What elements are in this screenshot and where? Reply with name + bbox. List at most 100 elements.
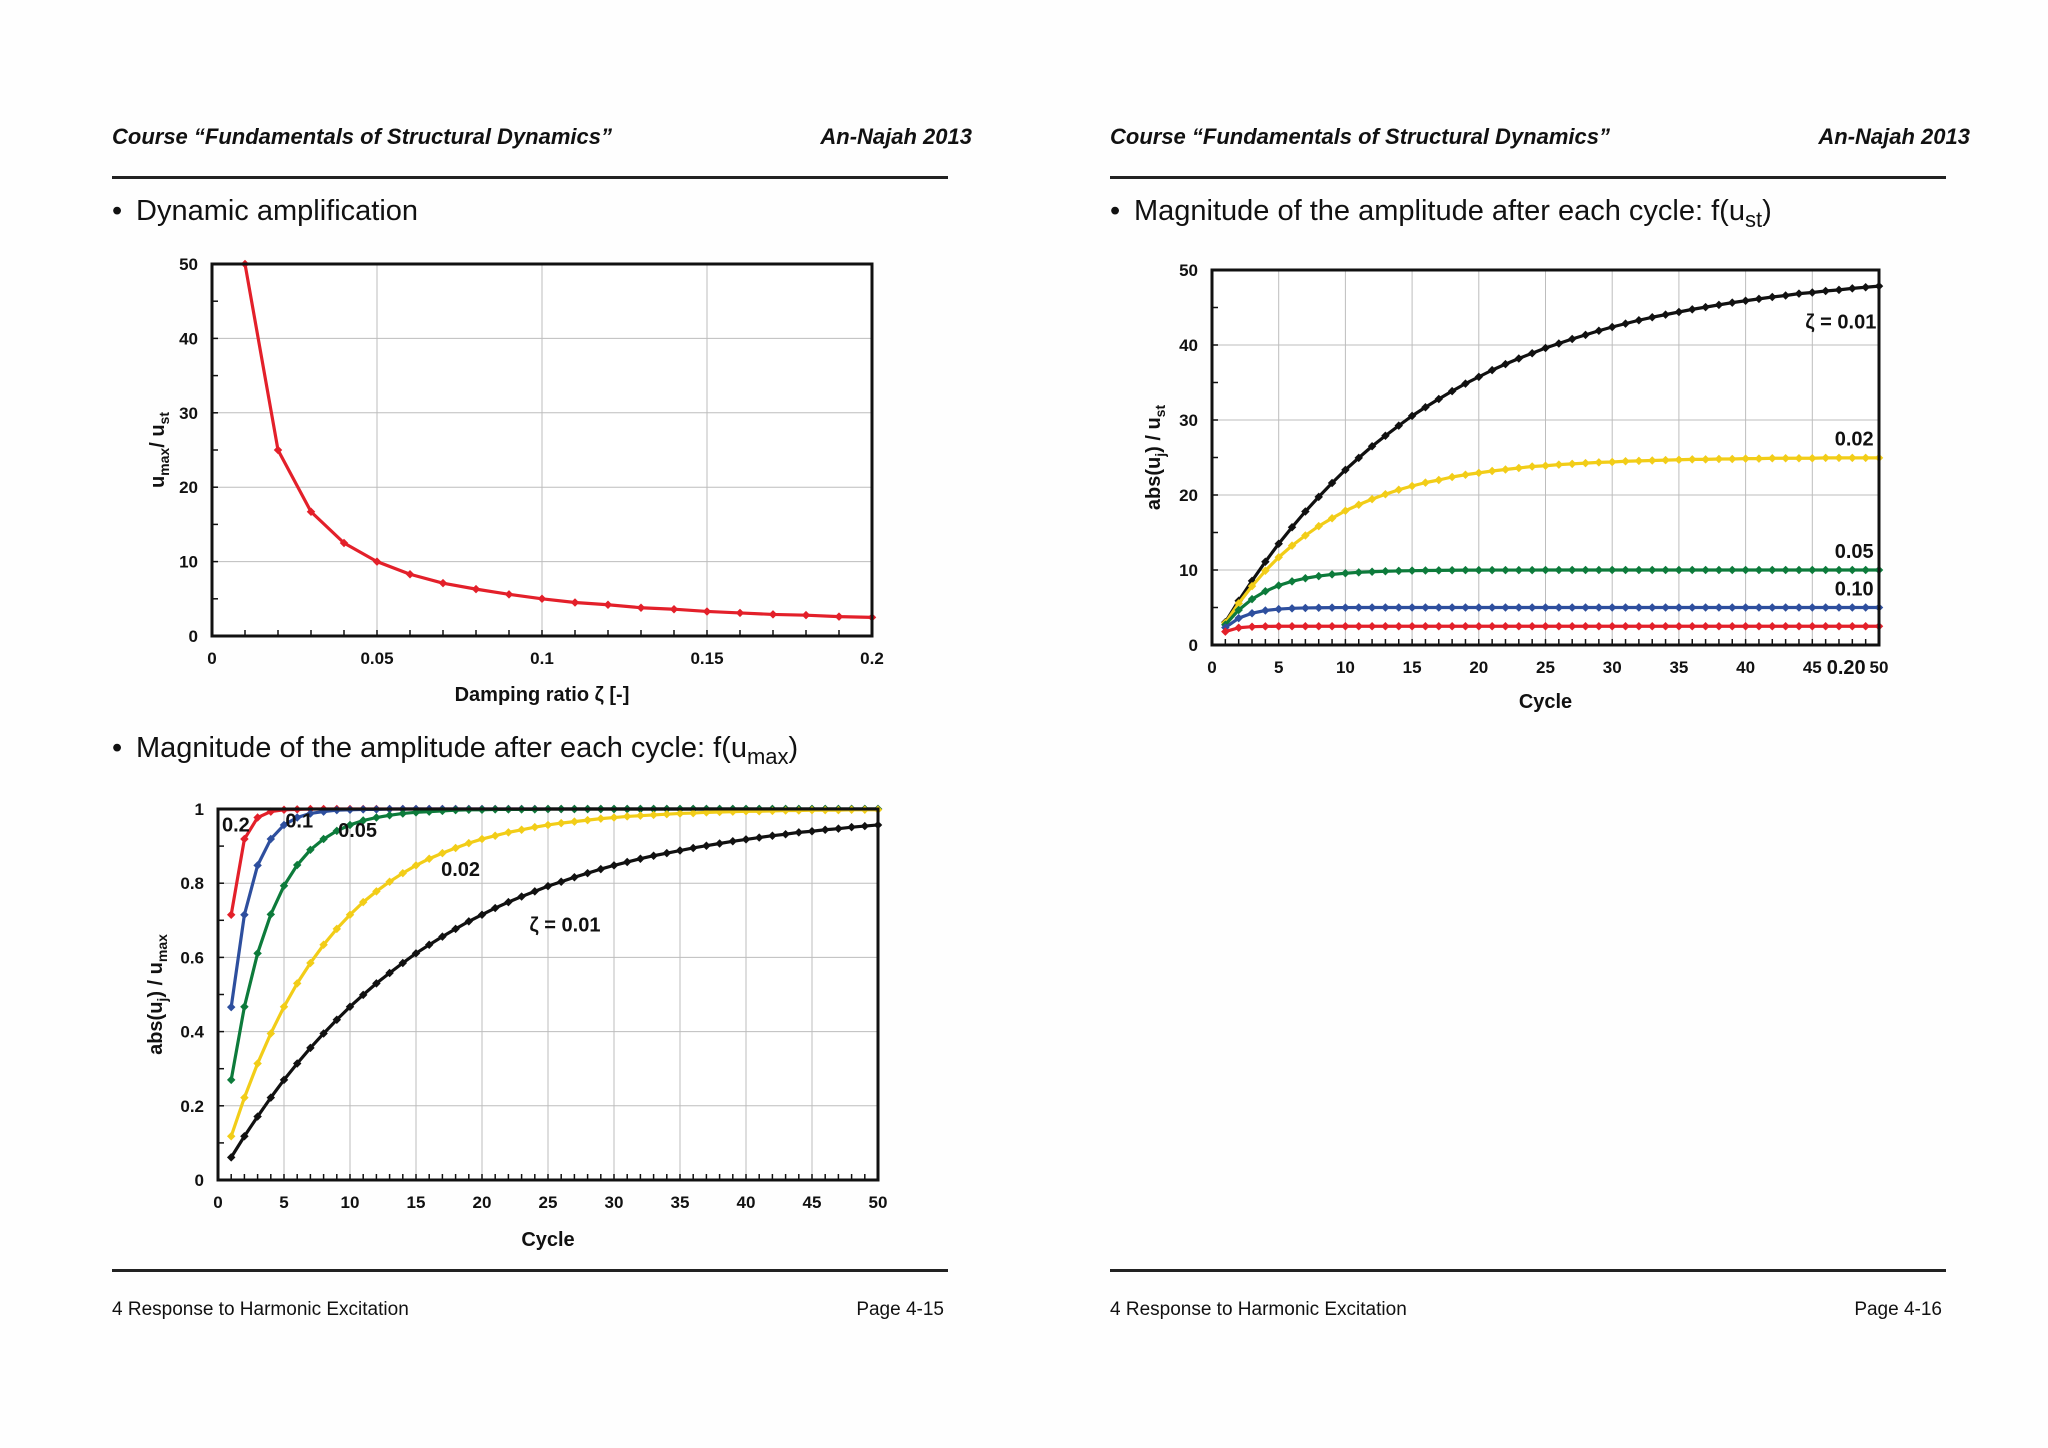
page-header: Course “Fundamentals of Structural Dynam…: [1110, 124, 1970, 150]
x-tick-label: 45: [1803, 658, 1822, 677]
data-point: [1274, 622, 1283, 631]
data-point: [411, 949, 421, 958]
data-point: [583, 868, 592, 878]
data-point: [398, 868, 408, 878]
y-tick-label: 20: [179, 478, 198, 497]
data-point: [1621, 603, 1630, 612]
data-point: [1808, 288, 1817, 297]
data-point: [1794, 603, 1804, 612]
data-point: [1447, 386, 1457, 396]
data-point: [1567, 622, 1577, 631]
bullet-suffix: ): [788, 732, 799, 764]
data-point: [398, 809, 408, 818]
data-point: [1861, 565, 1870, 575]
x-tick-label: 30: [1603, 658, 1622, 677]
page-right: Course “Fundamentals of Structural Dynam…: [1110, 0, 1970, 1448]
data-point: [1701, 622, 1710, 631]
data-point: [306, 958, 315, 968]
data-point: [1661, 565, 1670, 575]
header-rule: [112, 176, 948, 179]
page-left: Course “Fundamentals of Structural Dynam…: [112, 0, 972, 1448]
series-0-02: [1221, 453, 1884, 628]
series-label-0-05: 0.05: [1835, 541, 1874, 563]
data-point: [464, 917, 474, 926]
data-point: [1621, 319, 1630, 328]
data-point: [226, 910, 236, 919]
x-tick-label: 0: [207, 649, 216, 668]
y-tick-label: 10: [1179, 561, 1198, 580]
data-point: [1714, 300, 1724, 310]
data-point: [1661, 622, 1670, 631]
data-point: [1634, 456, 1644, 466]
x-tick-label: 25: [1536, 658, 1555, 677]
data-point: [1848, 622, 1857, 631]
data-point: [240, 834, 249, 844]
plot-frame: [1210, 268, 1881, 647]
data-point: [1661, 603, 1670, 612]
data-point: [279, 1002, 289, 1011]
bullet-text: Magnitude of the amplitude after each cy…: [136, 732, 747, 764]
data-point: [226, 1002, 236, 1012]
data-point: [1728, 454, 1737, 464]
header-institution: An-Najah 2013: [1818, 124, 1970, 149]
data-point: [1714, 603, 1724, 612]
y-tick-label: 40: [179, 329, 198, 348]
data-point: [464, 838, 474, 848]
x-tick-label: 50: [869, 1193, 888, 1212]
data-point: [1808, 454, 1817, 463]
series-label-zeta-0-01: ζ = 0.01: [1805, 312, 1876, 334]
data-point: [1514, 463, 1524, 473]
footer-chapter: 4 Response to Harmonic Excitation: [1110, 1299, 1407, 1320]
data-point: [636, 603, 646, 612]
data-point: [332, 1015, 342, 1024]
x-tick-label: 10: [1336, 658, 1355, 677]
y-axis-label: abs(uj) / ust: [1143, 405, 1168, 511]
x-tick-label: 10: [341, 1193, 360, 1212]
data-point: [1514, 603, 1524, 612]
y-tick-label: 1: [195, 800, 204, 819]
data-point: [1567, 459, 1577, 469]
data-point: [609, 861, 619, 870]
data-point: [1474, 622, 1484, 631]
data-point: [543, 881, 553, 891]
data-point: [319, 834, 328, 844]
data-point: [1567, 603, 1577, 612]
y-tick-label: 0.8: [180, 874, 204, 893]
data-point: [649, 851, 658, 860]
series-label-0-2: 0.2: [222, 814, 250, 836]
bullet-amplitude-ust: • Magnitude of the amplitude after each c…: [1110, 195, 1772, 233]
data-point: [1861, 622, 1870, 631]
data-point: [570, 598, 580, 607]
x-tick-label: 20: [473, 1193, 492, 1212]
y-tick-label: 30: [179, 404, 198, 423]
data-point: [1287, 622, 1297, 631]
axis-label-subscript: j: [154, 998, 170, 1003]
axis-label-part: abs(u: [1143, 457, 1165, 510]
data-point: [570, 873, 579, 882]
x-tick-label: 40: [737, 1193, 756, 1212]
series-label-0-02: 0.02: [441, 859, 480, 881]
data-point: [253, 861, 262, 870]
data-point: [266, 910, 276, 919]
series-line: [243, 263, 873, 619]
data-point: [1754, 603, 1764, 612]
data-point: [345, 910, 355, 919]
y-tick-label: 0: [195, 1171, 204, 1190]
data-point: [372, 887, 381, 896]
data-point: [1621, 565, 1630, 575]
data-point: [306, 1043, 315, 1053]
data-point: [358, 897, 368, 907]
data-point: [292, 813, 302, 822]
data-point: [1287, 577, 1297, 586]
data-point: [411, 861, 421, 870]
data-point: [1487, 466, 1497, 476]
data-point: [306, 507, 316, 516]
data-point: [1421, 603, 1430, 612]
data-point: [1607, 457, 1617, 467]
axis-label-subscript: st: [156, 412, 172, 425]
data-point: [372, 979, 381, 988]
bullet-dot: •: [112, 732, 123, 764]
data-point: [240, 1093, 249, 1102]
data-point: [1861, 453, 1870, 463]
data-point: [1861, 283, 1870, 292]
